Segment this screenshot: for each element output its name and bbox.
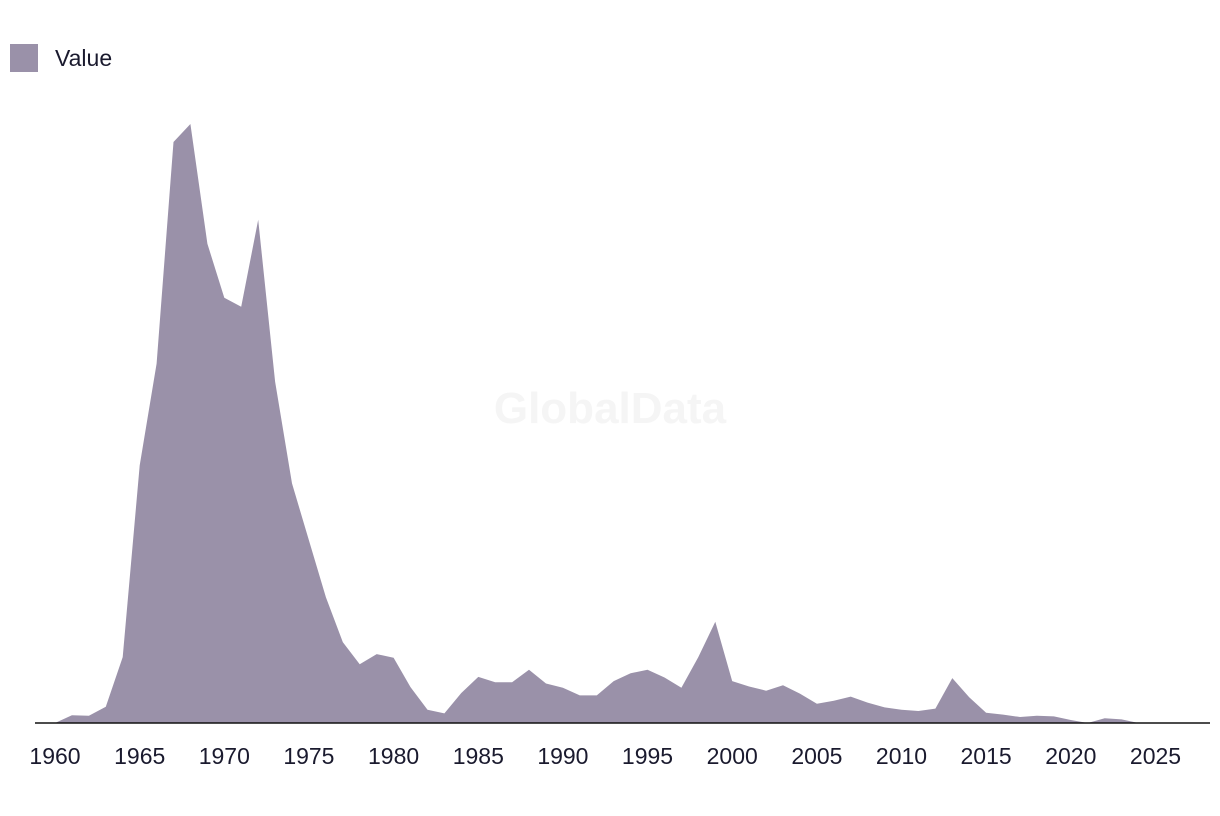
x-tick-label: 1995	[622, 743, 673, 769]
legend: Value	[10, 44, 112, 72]
x-tick-label: 1980	[368, 743, 419, 769]
x-tick-label: 2005	[791, 743, 842, 769]
x-tick-label: 1960	[29, 743, 80, 769]
legend-swatch	[10, 44, 38, 72]
x-tick-label: 2010	[876, 743, 927, 769]
x-tick-label: 1975	[283, 743, 334, 769]
x-tick-label: 2015	[961, 743, 1012, 769]
x-tick-label: 1990	[537, 743, 588, 769]
x-tick-label: 2020	[1045, 743, 1096, 769]
series-area-value	[55, 124, 1190, 723]
watermark: GlobalData	[493, 384, 727, 433]
x-tick-label: 2025	[1130, 743, 1181, 769]
x-tick-label: 1970	[199, 743, 250, 769]
legend-label: Value	[55, 44, 113, 71]
x-tick-label: 2000	[707, 743, 758, 769]
x-tick-label: 1965	[114, 743, 165, 769]
x-tick-label: 1985	[453, 743, 504, 769]
